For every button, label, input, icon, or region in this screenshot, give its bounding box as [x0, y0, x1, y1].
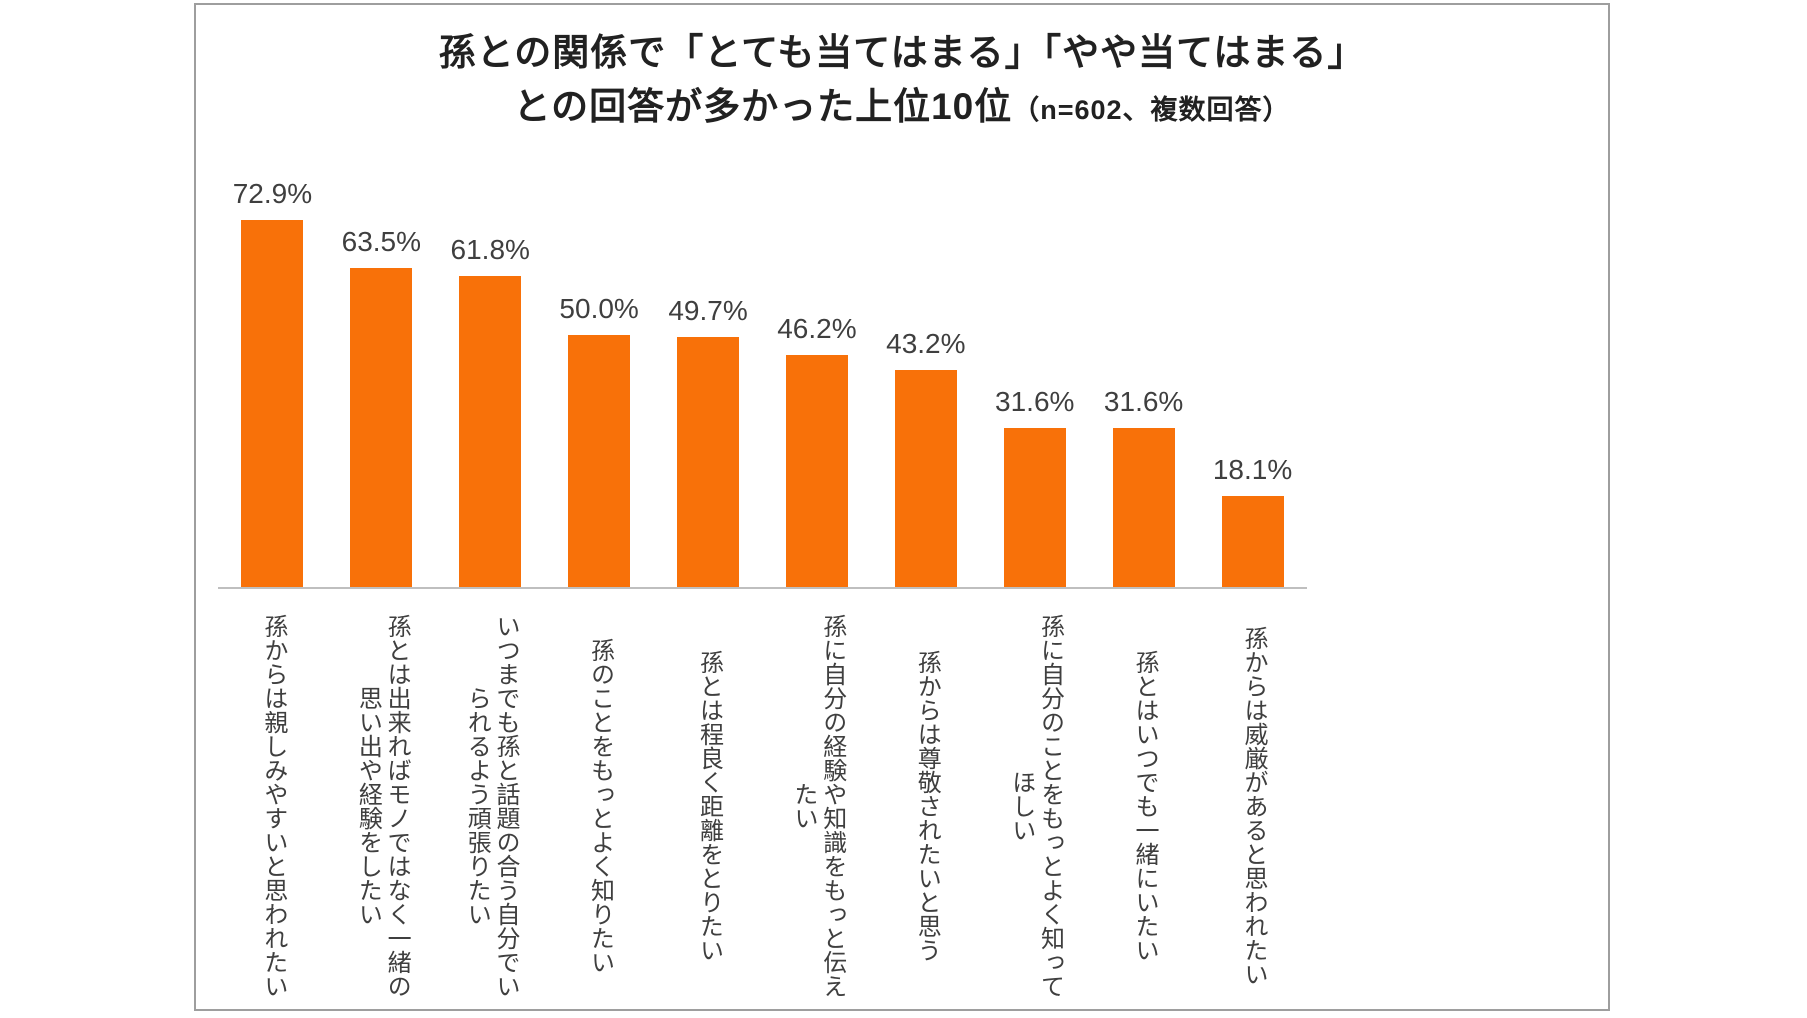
bar	[568, 335, 631, 587]
bar-value-label: 31.6%	[1103, 386, 1184, 417]
bar-value-label: 63.5%	[341, 226, 422, 257]
bar-column: 31.6%	[980, 5, 1089, 587]
category-label-cell: 孫からは尊敬されたいと思う	[871, 603, 980, 1009]
chart-title: 孫との関係で「とても当てはまる」「やや当てはまる」 との回答が多かった上位10位…	[196, 29, 1608, 134]
bar	[459, 276, 522, 587]
category-label-cell: いつまでも孫と話題の合う自分でい られるよう頑張りたい	[436, 603, 545, 1009]
plot-area: 72.9% 63.5% 61.8% 50.0% 49.7% 46.2% 43.2% 31.6%…	[218, 5, 1307, 589]
bar-value-label: 46.2%	[777, 313, 857, 344]
chart-title-line2: との回答が多かった上位10位（n=602、複数回答）	[196, 83, 1608, 134]
category-label-cell: 孫とは出来ればモノではなく一緒の 思い出や経験をしたい	[327, 603, 436, 1009]
bar	[894, 370, 957, 587]
category-label: 孫に自分の経験や知識をもっと伝え たい	[789, 614, 846, 998]
bar	[677, 337, 740, 587]
category-label: 孫からは威厳があると思われたい	[1239, 626, 1267, 986]
category-label: 孫とは出来ればモノではなく一緒の 思い出や経験をしたい	[354, 614, 411, 998]
bar-value-label: 61.8%	[450, 234, 530, 265]
bar	[1221, 496, 1284, 587]
category-label-cell: 孫に自分の経験や知識をもっと伝え たい	[763, 603, 872, 1009]
bar-column: 43.2%	[871, 5, 980, 587]
category-label-cell: 孫とはいつでも一緒にいたい	[1089, 603, 1198, 1009]
x-axis-line	[218, 587, 1307, 589]
category-label: 孫とは程良く距離をとりたい	[695, 650, 723, 962]
category-label-cell: 孫のことをもっとよく知りたい	[545, 603, 654, 1009]
bar	[785, 355, 848, 587]
chart-title-line1: 孫との関係で「とても当てはまる」「やや当てはまる」	[438, 32, 1366, 73]
bar	[241, 220, 304, 587]
bar-column: 31.6%	[1089, 5, 1198, 587]
bar	[1003, 428, 1066, 587]
category-label: 孫からは親しみやすいと思われたい	[259, 614, 287, 998]
bar-value-label: 72.9%	[232, 178, 313, 209]
category-label: 孫とはいつでも一緒にいたい	[1131, 650, 1159, 962]
category-label: 孫に自分のことをもっとよく知って ほしい	[1007, 614, 1064, 998]
bar	[350, 268, 413, 587]
category-label-cell: 孫とは程良く距離をとりたい	[654, 603, 763, 1009]
category-label: 孫からは尊敬されたいと思う	[913, 650, 941, 962]
bar-column: 61.8%	[436, 5, 545, 587]
chart-title-sample-note: （n=602、複数回答）	[1012, 95, 1291, 125]
category-label-cell: 孫からは親しみやすいと思われたい	[218, 603, 327, 1009]
bar-column: 46.2%	[763, 5, 872, 587]
category-label: 孫のことをもっとよく知りたい	[586, 638, 614, 974]
bar-value-label: 49.7%	[668, 295, 748, 326]
chart-title-line2-main: との回答が多かった上位10位	[513, 86, 1013, 127]
bar-column: 72.9%	[218, 5, 327, 587]
bar-value-label: 50.0%	[559, 293, 639, 324]
bar	[1112, 428, 1175, 587]
bar-column: 18.1%	[1198, 5, 1307, 587]
bar-value-label: 43.2%	[886, 328, 966, 359]
category-label: いつまでも孫と話題の合う自分でい られるよう頑張りたい	[463, 614, 520, 998]
bar-value-label: 18.1%	[1212, 454, 1293, 485]
bar-column: 50.0%	[545, 5, 654, 587]
category-label-cell: 孫に自分のことをもっとよく知って ほしい	[980, 603, 1089, 1009]
category-label-cell: 孫からは威厳があると思われたい	[1198, 603, 1307, 1009]
category-axis: 孫からは親しみやすいと思われたい 孫とは出来ればモノではなく一緒の 思い出や経験を…	[218, 603, 1307, 1009]
bar-column: 63.5%	[327, 5, 436, 587]
bar-column: 49.7%	[654, 5, 763, 587]
chart-frame: 孫との関係で「とても当てはまる」「やや当てはまる」 との回答が多かった上位10位…	[194, 3, 1610, 1011]
bar-value-label: 31.6%	[995, 386, 1075, 417]
